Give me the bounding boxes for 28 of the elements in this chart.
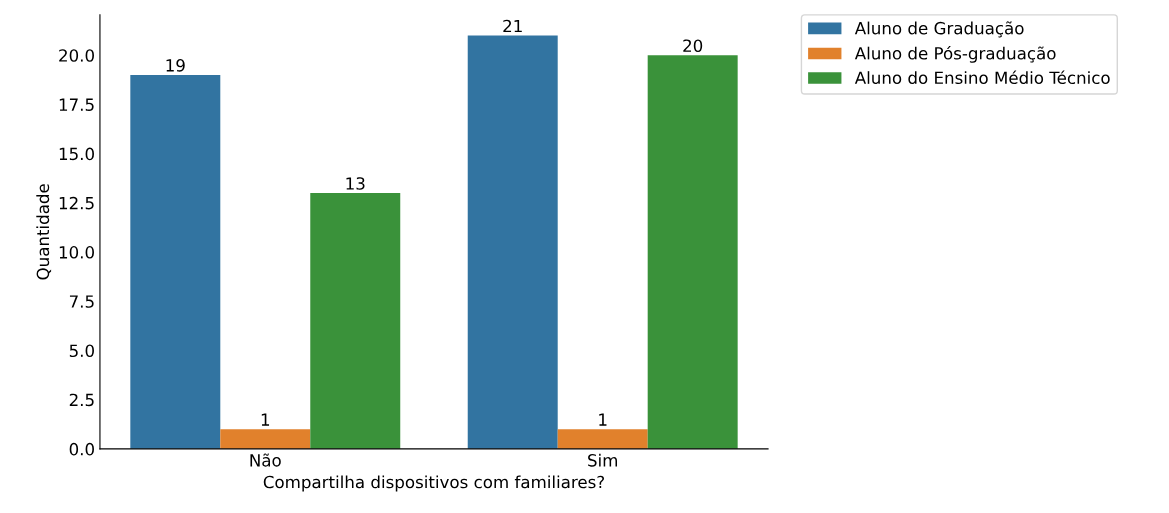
- data-label: 1: [261, 413, 270, 426]
- bar: [130, 74, 221, 449]
- y-tick-label: 15.0: [59, 147, 94, 161]
- data-label: 21: [503, 19, 522, 33]
- legend-label: Aluno de Pós-graduação: [854, 46, 1056, 63]
- y-tick-label: 5.0: [69, 344, 94, 358]
- y-tick-label: 0.0: [69, 442, 94, 456]
- y-axis-title: Quantidade: [36, 184, 52, 280]
- y-tick-label: 17.5: [59, 98, 94, 111]
- bar: [467, 35, 558, 449]
- y-tick-label: 7.5: [69, 295, 94, 308]
- y-tick-label: 12.5: [59, 196, 94, 210]
- bar: [557, 429, 648, 449]
- data-label: 1: [599, 413, 607, 426]
- bar: [310, 193, 401, 449]
- y-tick-label: 10.0: [59, 246, 94, 259]
- y-tick-label: 20.0: [59, 49, 94, 62]
- data-label: 19: [166, 59, 185, 72]
- legend-label: Aluno do Ensino Médio Técnico: [854, 70, 1110, 85]
- x-axis-title: Compartilha dispositivos com familiares?: [263, 475, 604, 492]
- data-label: 20: [683, 39, 703, 52]
- bar: [220, 429, 311, 449]
- x-tick-label: Não: [250, 453, 281, 467]
- x-tick-label: Sim: [588, 453, 618, 467]
- y-tick-label: 2.5: [69, 393, 94, 407]
- data-label: 13: [346, 177, 365, 190]
- bar: [647, 55, 738, 449]
- legend-label: Aluno de Graduação: [854, 21, 1024, 38]
